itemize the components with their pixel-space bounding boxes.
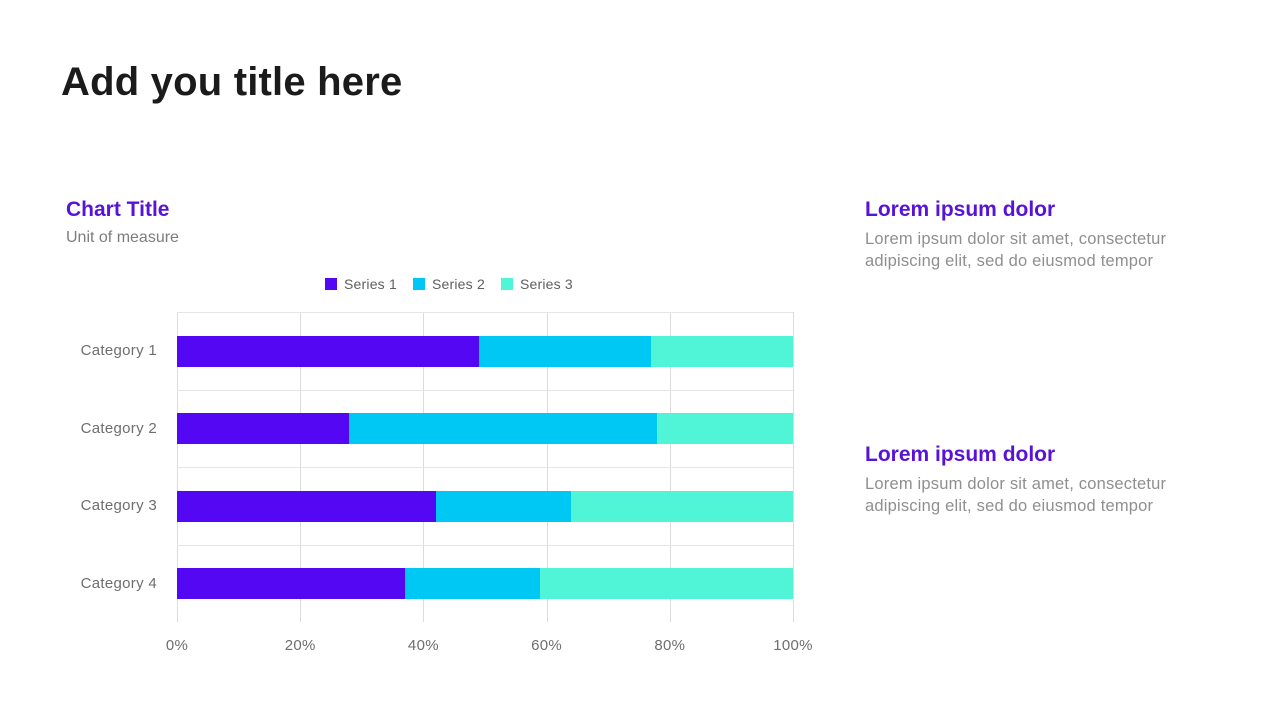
x-axis-tick-label: 80% [654,637,686,654]
legend-label: Series 2 [431,276,485,292]
bar-segment-series-2 [435,490,572,522]
category-axis: Category 1 Category 2 Category 3 Category 4 [0,312,157,622]
bar-segment-series-3 [651,335,793,367]
legend-swatch-icon [412,278,425,290]
bar-segment-series-1 [177,335,479,367]
page-title[interactable]: Add you title here [61,60,403,104]
text-block-heading: Lorem ipsum dolor [865,443,1056,466]
bar-segment-series-2 [349,413,658,445]
text-block-2[interactable]: Lorem ipsum dolor Lorem ipsum dolor sit … [865,442,1197,517]
text-block-1[interactable]: Lorem ipsum dolor Lorem ipsum dolor sit … [865,197,1197,272]
legend-item-3: Series 3 [500,276,573,292]
chart-row [177,544,793,623]
gridline-vertical [793,312,794,622]
x-axis-tick-label: 20% [284,637,316,654]
category-label: Category 4 [80,574,157,592]
x-axis-tick-label: 60% [531,637,563,654]
legend-item-1: Series 1 [325,276,397,292]
stacked-bar [177,568,793,600]
stacked-bar [177,490,793,522]
text-block-body: Lorem ipsum dolor sit amet, consectetur … [865,230,1167,270]
x-axis-tick-label: 40% [407,637,439,654]
stacked-bar [177,335,793,367]
bar-segment-series-3 [657,413,793,445]
bar-segment-series-2 [478,335,652,367]
bar-segment-series-2 [404,568,541,600]
category-label: Category 3 [80,497,157,515]
bar-segment-series-3 [540,568,793,600]
legend-label: Series 1 [344,276,397,292]
chart-legend: Series 1 Series 2 Series 3 [325,276,573,292]
stacked-bar [177,413,793,445]
chart-row [177,312,793,390]
x-axis-tick-label: 100% [773,637,813,654]
chart-title: Chart Title [66,198,170,221]
bar-segment-series-1 [177,413,350,445]
bar-segment-series-1 [177,568,405,600]
text-block-body: Lorem ipsum dolor sit amet, consectetur … [865,475,1167,515]
legend-item-2: Series 2 [412,276,485,292]
chart-plot-area [177,312,794,622]
category-label: Category 2 [80,419,157,437]
text-block-heading: Lorem ipsum dolor [865,198,1056,221]
bar-segment-series-1 [177,490,436,522]
percent-axis: 0% 20% 40% 60% 80% 100% [166,637,813,659]
chart-row [177,467,793,545]
bar-rows [177,312,793,622]
legend-label: Series 3 [519,276,573,292]
chart-subtitle: Unit of measure [66,229,179,246]
legend-swatch-icon [325,278,337,290]
chart-row [177,389,793,468]
legend-swatch-icon [500,278,513,290]
category-label: Category 1 [80,342,157,360]
bar-segment-series-3 [571,490,793,522]
x-axis-tick-label: 0% [165,637,189,654]
